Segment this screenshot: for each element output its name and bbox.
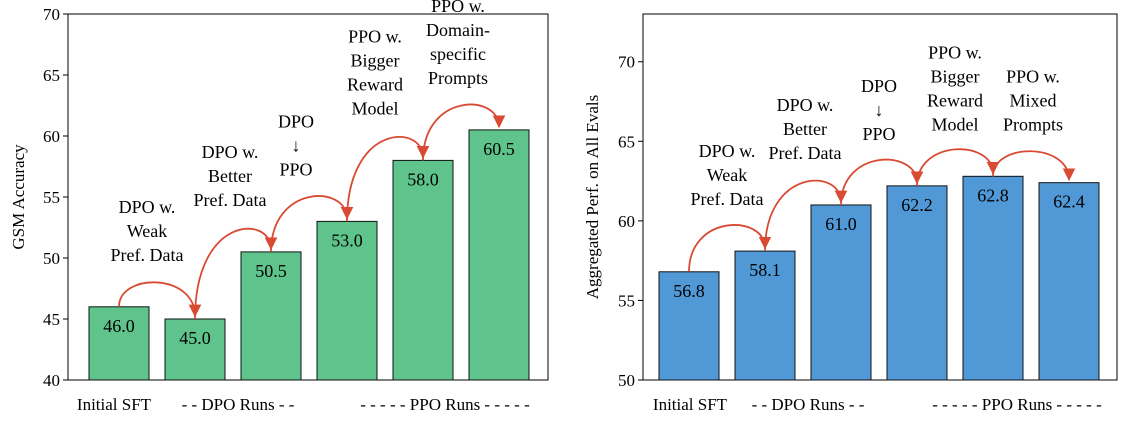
y-tick-label: 55	[618, 291, 635, 310]
transition-arrow	[916, 148, 1000, 186]
annotation-text: Bigger	[351, 50, 400, 70]
y-axis-label: GSM Accuracy	[9, 144, 28, 250]
y-tick-label: 50	[43, 249, 60, 268]
bar	[240, 251, 302, 381]
bar-value-label: 58.0	[407, 169, 439, 189]
bar	[88, 306, 150, 381]
transition-arrow	[194, 227, 278, 320]
annotation-text: DPO w.	[119, 197, 176, 217]
plot-frame	[642, 13, 1118, 381]
annotation-text: PPO w.	[928, 42, 982, 62]
bar	[734, 250, 796, 381]
y-tick-label: 60	[618, 212, 635, 231]
bar-value-label: 46.0	[103, 316, 135, 336]
annotation-text: Better	[783, 119, 827, 139]
bar-value-label: 50.5	[255, 261, 287, 281]
y-tick-label: 60	[43, 127, 60, 146]
annotation-text: Bigger	[931, 66, 980, 86]
bar	[392, 159, 454, 381]
group-label: - - - - - PPO Runs - - - - -	[932, 395, 1102, 414]
annotation-text: PPO w.	[431, 0, 485, 16]
bar-value-label: 53.0	[331, 230, 363, 250]
annotation-text: Pref. Data	[111, 245, 184, 265]
left-chart-gsm-accuracy: 40 45 50 55 60 65 70 GSM Accuracy 46.0 45.0 50.5 53…	[9, 0, 549, 414]
y-tick-label: 55	[43, 188, 60, 207]
annotation-text: Better	[208, 166, 252, 186]
right-chart-aggregated-perf: 50 55 60 65 70 Aggregated Perf. on All Evals 5…	[583, 13, 1118, 414]
y-tick-label: 65	[618, 132, 635, 151]
annotation-text: ↓	[875, 100, 884, 120]
y-tick-label: 50	[618, 371, 635, 390]
transition-arrow	[764, 179, 848, 252]
transition-arrow	[118, 281, 202, 318]
bar	[886, 185, 948, 381]
bar-value-label: 60.5	[483, 139, 515, 159]
annotation-text: DPO w.	[777, 95, 834, 115]
annotation-text: Model	[932, 114, 979, 134]
transition-arrow	[270, 195, 354, 252]
annotation-text: PPO	[862, 124, 895, 144]
y-tick-label: 70	[43, 5, 60, 24]
y-tick-label: 45	[43, 310, 60, 329]
bar	[1038, 182, 1100, 381]
bar-value-label: 62.4	[1053, 192, 1085, 212]
annotation-text: Reward	[347, 74, 403, 94]
annotation-text: Pref. Data	[194, 190, 267, 210]
bar	[316, 220, 378, 381]
y-tick-label: 70	[618, 53, 635, 72]
bar-value-label: 61.0	[825, 214, 857, 234]
annotation-text: Reward	[927, 90, 983, 110]
bar-value-label: 62.2	[901, 195, 933, 215]
annotation-text: DPO	[278, 111, 314, 131]
transition-arrow	[422, 103, 506, 161]
annotation-text: Domain-	[426, 20, 490, 40]
annotation-text: Pref. Data	[691, 189, 764, 209]
bar-value-label: 58.1	[749, 260, 781, 280]
annotation-text: specific	[430, 44, 486, 64]
annotation-text: Prompts	[428, 68, 488, 88]
transition-arrow	[688, 224, 772, 272]
group-label: - - DPO Runs - -	[752, 395, 865, 414]
annotation-text: Weak	[127, 221, 168, 241]
annotation-text: Mixed	[1010, 90, 1057, 110]
annotation-text: Pref. Data	[769, 143, 842, 163]
y-tick-label: 65	[43, 66, 60, 85]
annotation-text: DPO w.	[699, 141, 756, 161]
bar	[810, 204, 872, 381]
group-label: Initial SFT	[653, 395, 728, 414]
annotation-text: Weak	[707, 165, 748, 185]
annotation-text: PPO	[279, 159, 312, 179]
group-label: - - DPO Runs - -	[182, 395, 295, 414]
transition-arrow	[840, 158, 924, 205]
transition-arrow	[992, 150, 1076, 181]
annotation-text: PPO w.	[348, 26, 402, 46]
bar	[962, 175, 1024, 381]
group-label: - - - - - PPO Runs - - - - -	[360, 395, 530, 414]
annotation-text: Model	[352, 98, 399, 118]
annotation-text: DPO	[861, 76, 897, 96]
transition-arrow	[346, 136, 430, 222]
y-axis-label: Aggregated Perf. on All Evals	[583, 95, 602, 299]
annotation-text: Prompts	[1003, 114, 1063, 134]
annotation-text: ↓	[292, 135, 301, 155]
group-label: Initial SFT	[77, 395, 152, 414]
bar-value-label: 56.8	[673, 281, 705, 301]
bar-value-label: 62.8	[977, 185, 1009, 205]
bar	[468, 129, 530, 381]
annotation-text: DPO w.	[202, 142, 259, 162]
bar-value-label: 45.0	[179, 328, 211, 348]
annotation-text: PPO w.	[1006, 66, 1060, 86]
y-tick-label: 40	[43, 371, 60, 390]
